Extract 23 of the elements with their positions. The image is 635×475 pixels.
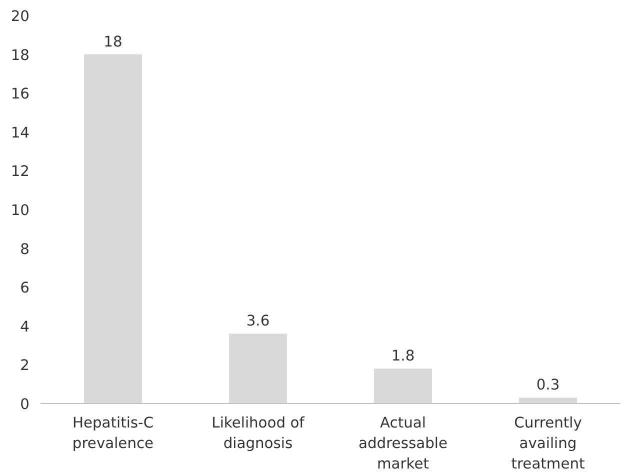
y-tick-label: 16 — [10, 86, 30, 103]
x-tick-label: Likelihood of diagnosis — [212, 414, 306, 452]
data-label: 0.3 — [536, 376, 560, 394]
x-tick-label: Actual addressable market — [358, 414, 448, 472]
y-tick-label: 8 — [20, 240, 30, 258]
bar — [374, 368, 432, 404]
bar — [84, 54, 142, 404]
y-tick-label: 6 — [20, 280, 30, 297]
y-tick-label: 4 — [20, 318, 30, 336]
data-label: 3.6 — [246, 312, 270, 330]
y-tick-label: 0 — [20, 396, 30, 413]
y-tick-label: 10 — [10, 202, 30, 219]
data-label: 1.8 — [391, 348, 415, 365]
data-label: 18 — [104, 33, 122, 50]
y-tick-label: 14 — [10, 124, 30, 142]
bar — [229, 334, 287, 404]
y-tick-label: 20 — [10, 8, 30, 25]
x-tick-label: Hepatitis-C prevalence — [72, 414, 154, 452]
y-tick-label: 2 — [20, 357, 30, 374]
bar — [519, 398, 577, 404]
y-tick-label: 12 — [10, 163, 30, 180]
x-tick-label: Currently availing treatment — [511, 414, 586, 472]
y-tick-label: 18 — [10, 46, 30, 64]
